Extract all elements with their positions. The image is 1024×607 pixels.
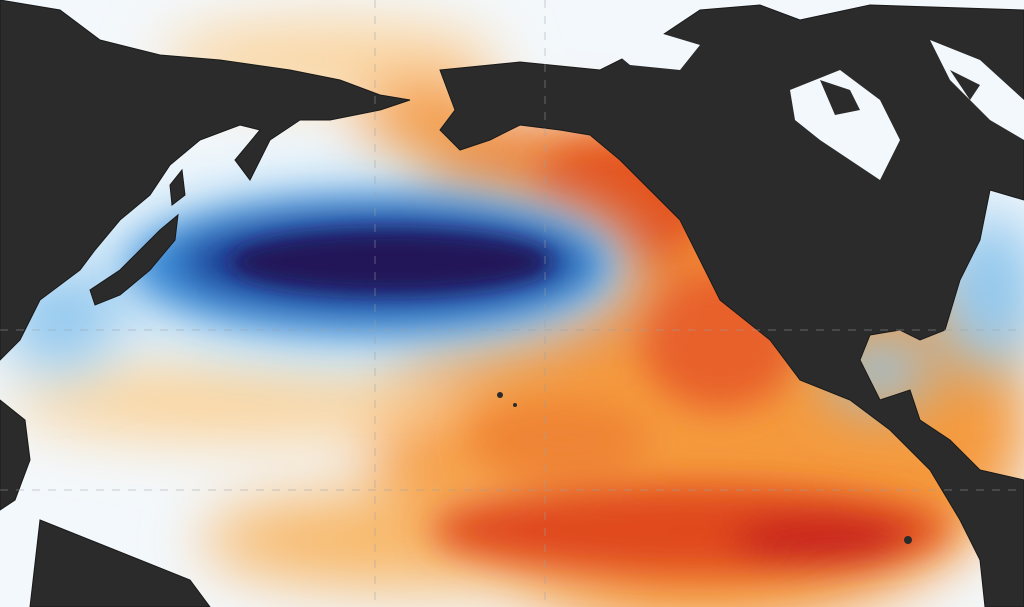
cold-core	[230, 232, 550, 292]
land-islands	[497, 70, 980, 544]
arctic-water	[600, 30, 1024, 180]
